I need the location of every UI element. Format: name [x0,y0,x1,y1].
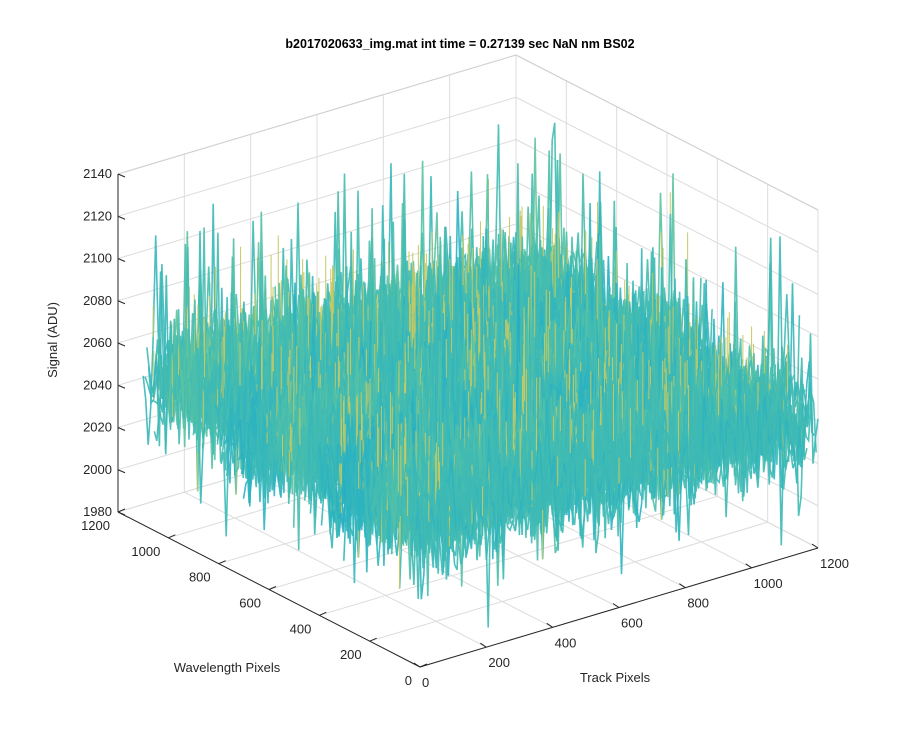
y-tick-mark [369,637,377,642]
y-tick-mark [319,611,327,616]
z-tick-mark [117,427,126,431]
y-tick-label: 1000 [131,544,160,559]
x-tick-label: 0 [422,675,429,690]
z-tick-mark [117,469,126,474]
y-axis-label: Wavelength Pixels [174,660,281,675]
z-tick-label: 1980 [83,504,112,519]
x-tick-label: 800 [687,596,709,611]
x-tick-mark [413,662,421,668]
x-tick-mark [811,543,819,549]
x-tick-label: 1200 [820,556,849,571]
y-tick-label: 800 [189,570,211,585]
z-tick-mark [117,511,126,516]
z-tick-label: 2140 [83,166,112,181]
x-tick-mark [679,583,686,589]
y-grid-line [369,521,768,642]
x-tick-label: 400 [555,635,577,650]
chart-title: b2017020633_img.mat int time = 0.27139 s… [285,37,634,51]
z-tick-mark [117,215,126,220]
z-tick-label: 2080 [83,293,112,308]
x-axis-label: Track Pixels [580,670,651,685]
surface-plot [142,122,819,628]
y-tick-label: 400 [290,621,312,636]
surface-row [419,333,819,576]
surface-row [417,277,817,628]
x-tick-mark [546,622,553,628]
x-tick-label: 200 [488,655,510,670]
z-tick-mark [117,342,126,347]
z-tick-label: 2000 [83,462,112,477]
z-tick-label: 2120 [83,208,112,223]
y-tick-mark [218,560,226,565]
x-tick-label: 600 [621,616,643,631]
z-axis-label: Signal (ADU) [45,302,60,378]
y-tick-mark [117,508,126,513]
y-tick-label: 200 [340,647,362,662]
z-tick-label: 2100 [83,251,112,266]
y-tick-label: 600 [239,596,261,611]
z-tick-label: 2060 [83,335,112,350]
z-tick-mark [117,300,126,305]
axes [117,173,819,668]
x-tick-label: 1000 [754,576,783,591]
x-tick-mark [612,603,620,608]
tick-labels: 0 200 400 600 800 1000 1200 0 200 400 600 800 1000 12… [81,166,849,690]
z-tick-label: 2040 [83,377,112,392]
z-tick-mark [117,258,126,262]
pane-edge [117,54,517,175]
y-grid-line [319,495,718,616]
y-tick-mark [419,663,428,668]
z-tick-mark [117,384,126,389]
y-tick-label: 1200 [81,518,110,533]
y-tick-mark [268,586,277,590]
z-tick-label: 2020 [83,420,112,435]
x-tick-mark [480,642,487,648]
y-tick-mark [168,534,176,539]
y-tick-label: 0 [405,673,412,688]
pane-edge [515,54,819,211]
x-tick-mark [745,563,752,569]
z-tick-mark [117,173,126,178]
